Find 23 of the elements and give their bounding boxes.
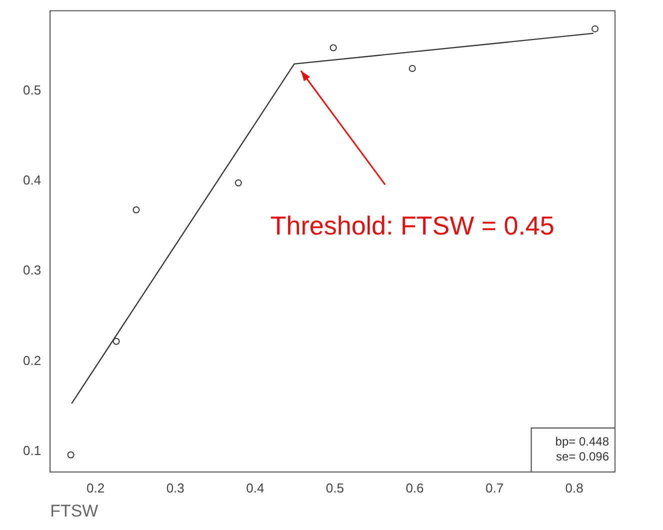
annotation: bp= 0.448 (555, 434, 610, 448)
x-tick-label: 0.4 (246, 480, 264, 496)
point (330, 44, 337, 52)
y-tick-label: 0.3 (22, 262, 42, 278)
point (592, 25, 599, 32)
x-axis-title: FTSW (50, 501, 98, 520)
point (234, 179, 242, 186)
y-tick-label: 0.2 (22, 352, 42, 368)
y-tick-label: 0.4 (22, 172, 42, 188)
point (112, 338, 120, 345)
x-tick-label: 0.5 (326, 480, 344, 496)
x-tick-label: 0.7 (485, 480, 504, 496)
y-tick-label: 0.5 (22, 82, 42, 98)
point (132, 206, 140, 214)
annotation: se= 0.096 (556, 449, 610, 464)
x-tick-label: 0.8 (565, 480, 584, 496)
annotation: Threshold: FTSW = 0.45 (270, 210, 554, 241)
point (67, 451, 74, 458)
x-tick-label: 0.2 (86, 480, 105, 496)
x-tick-label: 0.6 (406, 480, 424, 496)
y-tick-label: 0.1 (22, 442, 42, 458)
point (408, 64, 416, 72)
x-tick-label: 0.3 (166, 480, 184, 496)
